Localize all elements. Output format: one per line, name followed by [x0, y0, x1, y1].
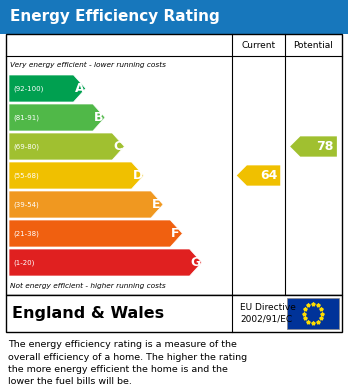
Text: B: B [94, 111, 103, 124]
Text: (55-68): (55-68) [13, 172, 39, 179]
Polygon shape [9, 75, 86, 102]
Bar [6, 295, 342, 332]
Text: (92-100): (92-100) [13, 85, 44, 92]
Bar [0, 0, 348, 34]
Polygon shape [9, 133, 124, 160]
Text: (69-80): (69-80) [13, 143, 39, 150]
Text: EU Directive
2002/91/EC: EU Directive 2002/91/EC [240, 303, 296, 324]
Polygon shape [9, 249, 202, 276]
Text: (81-91): (81-91) [13, 114, 39, 121]
Text: (21-38): (21-38) [13, 230, 39, 237]
Text: 64: 64 [260, 169, 277, 182]
Text: A: A [74, 82, 84, 95]
Text: 78: 78 [316, 140, 334, 153]
Text: E: E [152, 198, 160, 211]
Bar [6, 34, 342, 295]
Text: G: G [191, 256, 201, 269]
Text: Very energy efficient - lower running costs: Very energy efficient - lower running co… [10, 62, 166, 68]
Polygon shape [237, 165, 280, 186]
Text: F: F [171, 227, 180, 240]
Text: Potential: Potential [294, 41, 333, 50]
Bar [287, 298, 339, 329]
Polygon shape [290, 136, 337, 157]
Polygon shape [9, 220, 182, 247]
Text: The energy efficiency rating is a measure of the
overall efficiency of a home. T: The energy efficiency rating is a measur… [8, 340, 247, 386]
Polygon shape [9, 191, 163, 218]
Text: (1-20): (1-20) [13, 259, 34, 266]
Text: Current: Current [242, 41, 276, 50]
Text: C: C [113, 140, 122, 153]
Text: Energy Efficiency Rating: Energy Efficiency Rating [10, 9, 220, 25]
Text: D: D [133, 169, 143, 182]
Polygon shape [9, 162, 144, 189]
Text: England & Wales: England & Wales [12, 306, 164, 321]
Polygon shape [9, 104, 105, 131]
Text: Not energy efficient - higher running costs: Not energy efficient - higher running co… [10, 283, 166, 289]
Text: (39-54): (39-54) [13, 201, 39, 208]
